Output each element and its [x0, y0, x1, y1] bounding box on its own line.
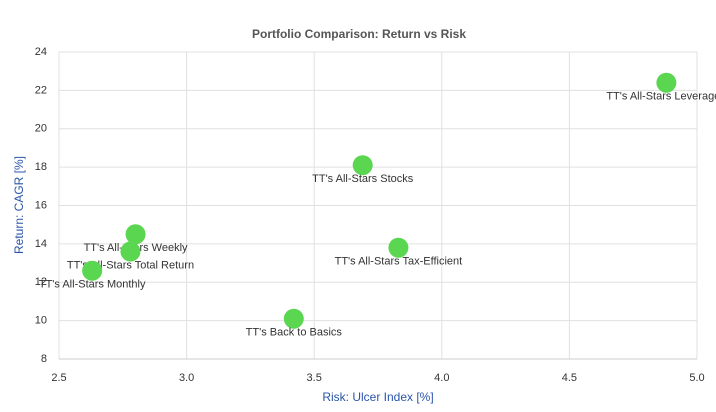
y-tick-label: 8 — [41, 353, 47, 365]
y-tick-label: 10 — [35, 315, 47, 327]
point — [352, 155, 373, 176]
x-tick-label: 2.5 — [51, 372, 66, 384]
point — [82, 260, 103, 281]
y-tick-label: 14 — [35, 238, 47, 250]
point — [656, 72, 677, 93]
y-axis-title: Return: CAGR [%] — [12, 156, 26, 254]
y-tick-label: 24 — [35, 46, 47, 58]
point-label: TT's All-Stars Leveraged — [606, 91, 716, 103]
x-tick-label: 4.0 — [434, 372, 449, 384]
point-label: TT's All-Stars Stocks — [312, 173, 414, 185]
x-tick-label: 5.0 — [689, 372, 704, 384]
point — [283, 308, 304, 329]
y-tick-label: 12 — [35, 276, 47, 288]
y-tick-label: 16 — [35, 199, 47, 211]
point — [125, 224, 146, 245]
chart-title: Portfolio Comparison: Return vs Risk — [252, 27, 466, 41]
point — [120, 241, 141, 262]
y-tick-label: 18 — [35, 161, 47, 173]
x-tick-label: 3.5 — [307, 372, 322, 384]
x-tick-label: 3.0 — [179, 372, 194, 384]
x-axis-title: Risk: Ulcer Index [%] — [322, 390, 433, 404]
y-tick-label: 20 — [35, 123, 47, 135]
point-label: TT's Back to Basics — [246, 327, 343, 339]
x-tick-label: 4.5 — [562, 372, 577, 384]
point-label: TT's All-Stars Tax-Efficient — [335, 256, 463, 268]
point-label: TT's All-Stars Monthly — [39, 279, 146, 291]
y-tick-label: 22 — [35, 84, 47, 96]
point — [388, 237, 409, 258]
